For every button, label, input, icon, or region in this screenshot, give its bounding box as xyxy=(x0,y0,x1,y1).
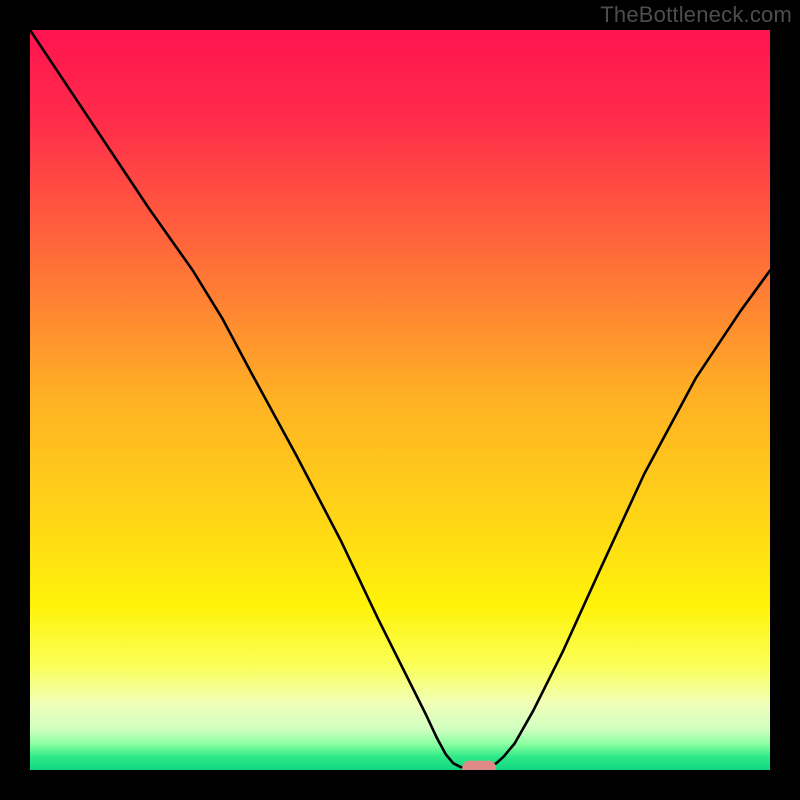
plot-background-gradient xyxy=(30,30,770,770)
bottleneck-chart xyxy=(0,0,800,800)
watermark-text: TheBottleneck.com xyxy=(600,2,792,28)
